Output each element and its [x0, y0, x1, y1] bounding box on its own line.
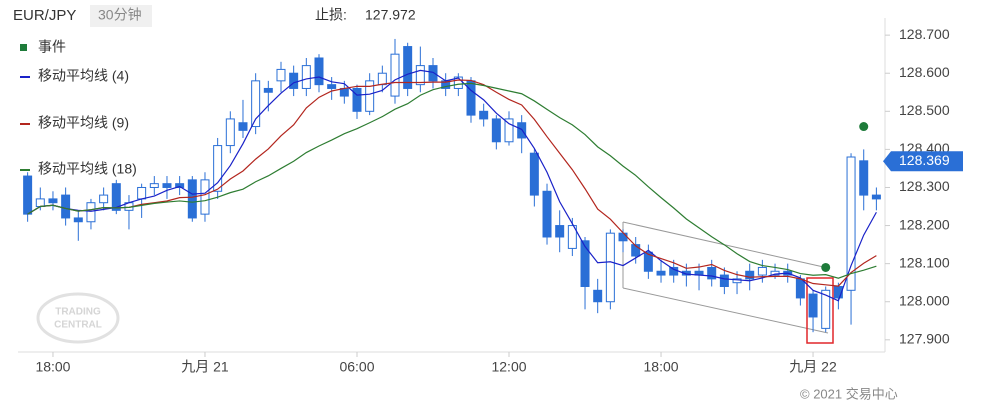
candle-body	[225, 118, 235, 147]
candle-body	[137, 186, 147, 200]
candle-body	[821, 289, 831, 329]
candle-body	[567, 225, 577, 249]
candle-body	[745, 270, 755, 280]
candle-body	[73, 217, 83, 223]
candle-body	[732, 278, 742, 284]
candle-body	[149, 183, 159, 188]
candle-body	[491, 118, 501, 143]
candle-body	[263, 87, 273, 93]
candle-body	[504, 118, 514, 143]
candle-body	[111, 183, 121, 211]
candle-body	[23, 175, 33, 215]
candle-body	[453, 76, 463, 89]
legend-swatch	[20, 44, 27, 51]
candle-body	[365, 80, 375, 112]
candle-body	[643, 251, 653, 272]
moving-average	[27, 79, 877, 287]
candle-body	[770, 270, 780, 276]
legend-label: 移动平均线 (9)	[38, 115, 129, 131]
price-tag	[883, 151, 963, 172]
x-tick-label: 06:00	[339, 359, 374, 375]
y-tick-label: 127.900	[899, 331, 950, 347]
candle-body	[529, 152, 539, 196]
candle-body	[859, 160, 869, 196]
candle-body	[542, 190, 552, 238]
y-tick-label: 128.300	[899, 178, 950, 194]
candle-body	[795, 278, 805, 299]
candle-body	[428, 65, 438, 82]
candle-body	[757, 266, 767, 276]
legend-label: 事件	[38, 39, 66, 55]
stop-label: 止损:	[315, 7, 347, 23]
candle-body	[466, 80, 476, 116]
candle-body	[314, 57, 324, 86]
candle-body	[61, 194, 71, 219]
candle-body	[871, 194, 881, 200]
candle-body	[238, 122, 248, 131]
interval-box	[90, 5, 152, 27]
candle-body	[631, 244, 641, 257]
candle-body	[808, 293, 818, 318]
candle-body	[593, 289, 603, 303]
y-tick-label: 128.000	[899, 292, 950, 308]
candle-body	[352, 87, 362, 112]
y-tick-label: 128.700	[899, 26, 950, 42]
candle-body	[479, 110, 489, 120]
footer: © 2021 交易中心	[800, 386, 898, 401]
watermark-text: CENTRAL	[54, 320, 102, 331]
y-tick-label: 128.200	[899, 216, 950, 232]
legend-label: 移动平均线 (4)	[38, 68, 129, 84]
price-tag-label: 128.369	[899, 152, 950, 168]
candle-body	[669, 266, 679, 276]
x-tick-label: 九月 21	[181, 359, 229, 375]
candle-body	[580, 240, 590, 287]
candle-body	[301, 65, 311, 89]
x-tick-label: 18:00	[644, 359, 679, 375]
candle-body	[327, 84, 337, 89]
candle-body	[377, 72, 387, 86]
event-marker	[821, 262, 831, 272]
candle-body	[86, 202, 96, 223]
candle-body	[719, 274, 729, 287]
watermark-text: TRADING	[55, 307, 101, 318]
y-tick-label: 128.600	[899, 64, 950, 80]
stop-value: 127.972	[365, 7, 416, 23]
moving-average	[27, 69, 877, 302]
candle-body	[187, 179, 197, 219]
event-marker	[859, 122, 869, 132]
legend-label: 移动平均线 (18)	[38, 161, 137, 177]
candle-body	[48, 198, 58, 204]
candle-body	[175, 183, 185, 188]
x-tick-label: 12:00	[491, 359, 526, 375]
candle-body	[251, 80, 261, 128]
x-tick-label: 九月 22	[789, 359, 837, 375]
y-tick-label: 128.500	[899, 102, 950, 118]
moving-average	[27, 82, 877, 279]
x-tick-label: 18:00	[35, 359, 70, 375]
candle-body	[605, 232, 615, 303]
candle-body	[99, 194, 109, 204]
highlight-box	[806, 277, 834, 344]
candle-body	[656, 270, 666, 276]
candle-body	[415, 65, 425, 86]
candle-body	[276, 68, 286, 82]
candle-body	[200, 179, 210, 215]
channel-line	[622, 287, 829, 334]
candle-body	[390, 53, 400, 97]
interval: 30分钟	[98, 7, 142, 23]
watermark-ring	[36, 292, 120, 344]
candle-body	[289, 72, 299, 89]
candle-body	[618, 232, 628, 242]
symbol: EUR/JPY	[13, 7, 76, 24]
candle-body	[213, 145, 223, 192]
candle-body	[707, 266, 717, 280]
candle-body	[846, 156, 856, 291]
candle-body	[162, 183, 172, 188]
candle-body	[555, 225, 565, 238]
candle-body	[35, 198, 45, 208]
watermark: TRADING CENTRAL	[36, 292, 120, 344]
y-tick-label: 128.100	[899, 254, 950, 270]
candle-body	[403, 46, 413, 89]
